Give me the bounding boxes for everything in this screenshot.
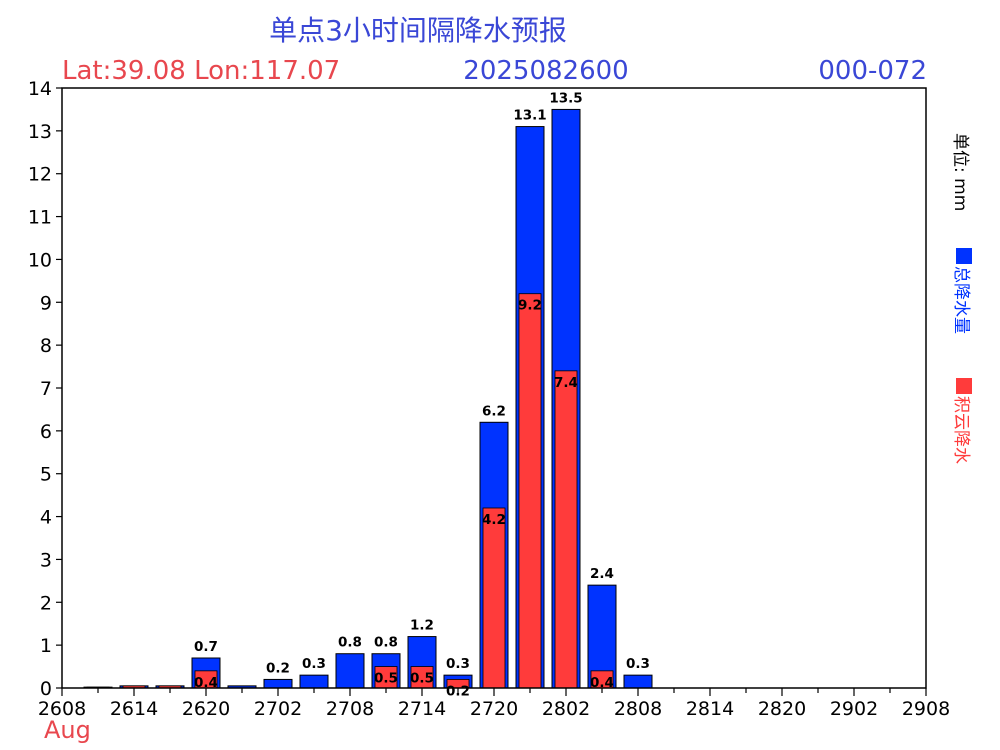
convective-bar — [482, 507, 506, 689]
x-tick-label: 2820 — [758, 698, 806, 720]
total-bar — [263, 678, 293, 689]
legend-label-convective: 积云降水 — [951, 396, 971, 464]
y-tick-label: 7 — [40, 378, 52, 400]
total-value-label: 0.2 — [266, 660, 290, 676]
convective-value-label: 0.5 — [374, 671, 398, 687]
legend-swatch-total — [956, 248, 972, 264]
x-tick-label: 2714 — [398, 698, 446, 720]
unit-label: 单位: mm — [950, 133, 970, 211]
total-value-label: 0.7 — [194, 639, 218, 655]
convective-value-label: 0.5 — [410, 671, 434, 687]
total-bar — [335, 653, 365, 689]
total-value-label: 13.1 — [513, 108, 546, 124]
x-tick-label: 2614 — [110, 698, 158, 720]
y-tick-label: 12 — [28, 164, 52, 186]
y-tick-label: 6 — [40, 421, 52, 443]
forecast-range-label: 000-072 — [818, 56, 927, 86]
total-value-label: 1.2 — [410, 618, 434, 634]
x-month-label: Aug — [44, 716, 91, 744]
convective-value-label: 0.4 — [590, 675, 614, 691]
y-tick-label: 4 — [40, 507, 52, 529]
convective-value-label: 9.2 — [518, 298, 542, 314]
x-tick-label: 2802 — [542, 698, 590, 720]
x-tick-label: 2608 — [38, 698, 86, 720]
total-bar — [623, 674, 653, 689]
convective-value-label: 4.2 — [482, 512, 506, 528]
latlon-label: Lat:39.08 Lon:117.07 — [62, 56, 340, 86]
x-tick-label: 2620 — [182, 698, 230, 720]
x-tick-label: 2908 — [902, 698, 950, 720]
total-value-label: 0.3 — [626, 656, 650, 672]
y-tick-label: 2 — [40, 592, 52, 614]
x-tick-label: 2902 — [830, 698, 878, 720]
x-tick-label: 2808 — [614, 698, 662, 720]
y-tick-label: 10 — [28, 249, 52, 271]
total-value-label: 0.3 — [302, 656, 326, 672]
x-tick-label: 2702 — [254, 698, 302, 720]
init-time-label: 2025082600 — [463, 56, 628, 86]
total-value-label: 0.8 — [374, 635, 398, 651]
legend-swatch-convective — [956, 378, 972, 394]
convective-value-label: 7.4 — [554, 375, 578, 391]
total-value-label: 13.5 — [549, 90, 582, 106]
convective-bar — [518, 293, 542, 689]
y-tick-label: 8 — [40, 335, 52, 357]
convective-value-label: 0.2 — [446, 683, 470, 699]
legend-label-total: 总降水量 — [951, 266, 971, 334]
y-tick-label: 9 — [40, 292, 52, 314]
y-tick-label: 3 — [40, 549, 52, 571]
x-tick-label: 2720 — [470, 698, 518, 720]
y-tick-label: 13 — [28, 121, 52, 143]
total-value-label: 2.4 — [590, 566, 614, 582]
y-tick-label: 11 — [28, 207, 52, 229]
y-tick-label: 14 — [28, 78, 52, 100]
y-tick-label: 0 — [40, 678, 52, 700]
convective-value-label: 0.4 — [194, 675, 218, 691]
total-bar — [299, 674, 329, 689]
total-value-label: 0.3 — [446, 656, 470, 672]
total-value-label: 0.8 — [338, 635, 362, 651]
convective-bar — [554, 370, 578, 689]
total-value-label: 6.2 — [482, 403, 506, 419]
x-tick-label: 2708 — [326, 698, 374, 720]
x-tick-label: 2814 — [686, 698, 734, 720]
chart-title: 单点3小时间隔降水预报 — [269, 14, 567, 47]
plot-frame — [61, 87, 927, 689]
y-tick-label: 1 — [40, 635, 52, 657]
y-tick-label: 5 — [40, 464, 52, 486]
